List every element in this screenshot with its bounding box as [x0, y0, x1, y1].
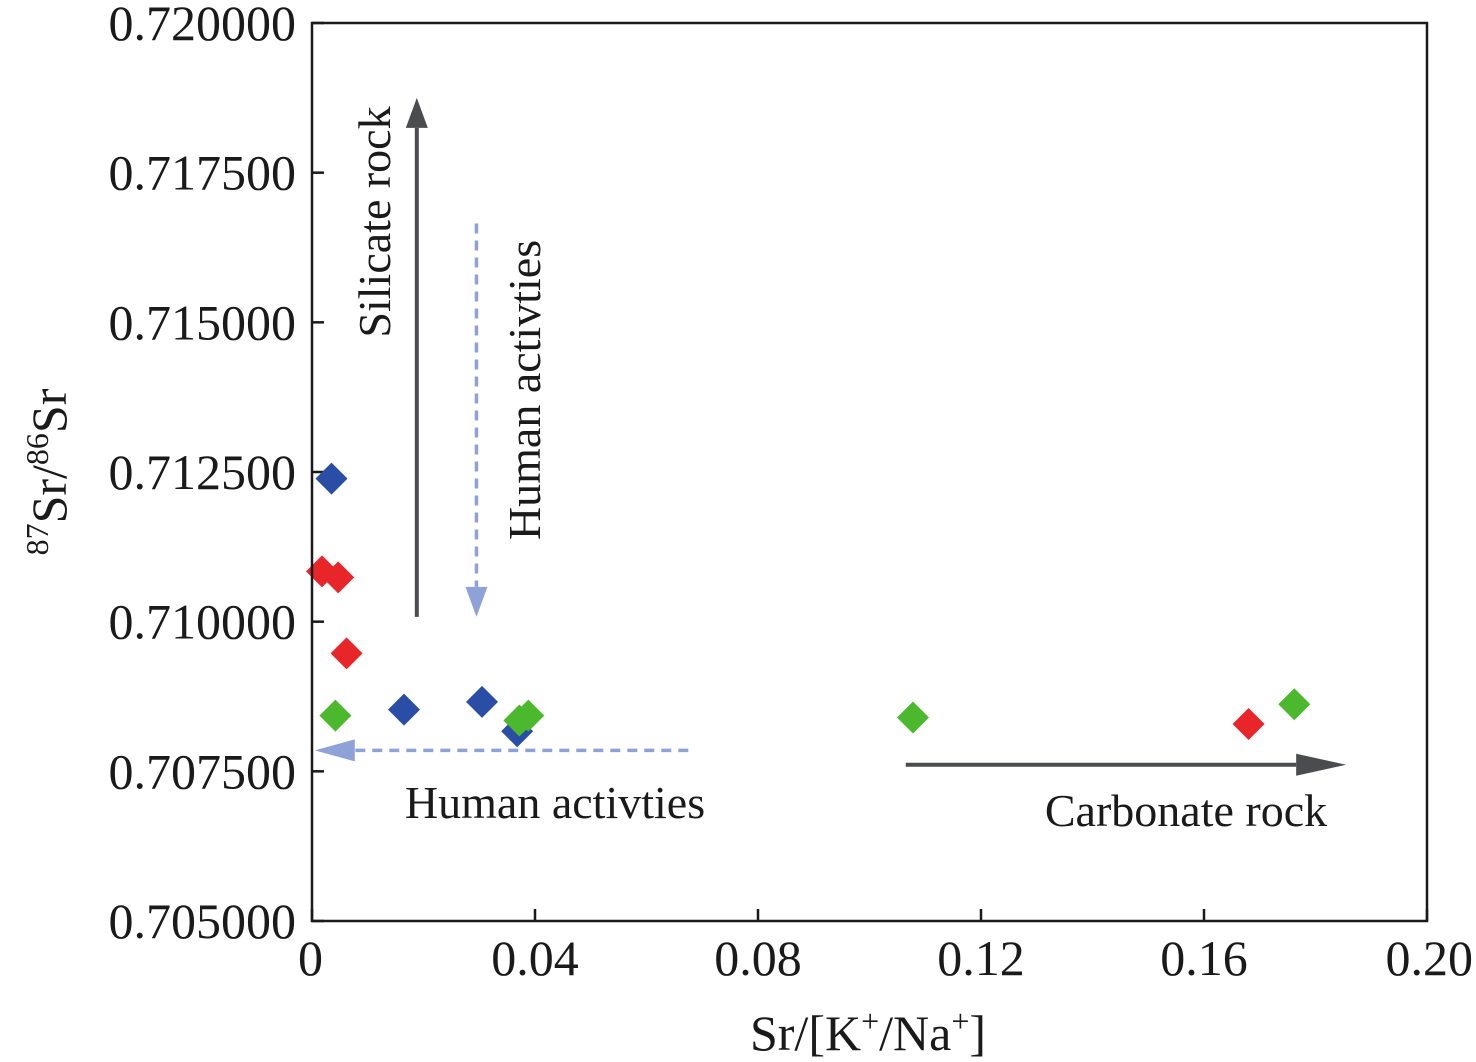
arrow-head — [405, 97, 428, 128]
y-axis-title: 87Sr/86Sr — [19, 388, 77, 555]
data-point-diamond — [896, 701, 929, 734]
arrow-head — [465, 586, 488, 617]
y-tick-label: 0.720000 — [109, 0, 297, 51]
annotations: Silicate rock Human activties Human activt… — [314, 97, 1347, 836]
y-axis-ticks: 0.705000 0.707500 0.710000 0.712500 0.715000… — [109, 0, 324, 949]
y-tick-label: 0.710000 — [109, 594, 297, 650]
annotation-label: Human activties — [405, 777, 705, 828]
arrow-head — [314, 739, 355, 762]
data-point-diamond — [330, 637, 363, 670]
x-tick-label: 0.12 — [937, 930, 1025, 986]
data-point-diamond — [315, 462, 348, 495]
x-tick-label: 0 — [298, 930, 323, 986]
y-tick-label: 0.717500 — [109, 145, 297, 201]
x-tick-label: 0.04 — [491, 930, 579, 986]
data-point-diamond — [322, 561, 355, 594]
x-axis-title: Sr/[K+/Na+] — [750, 1003, 986, 1061]
plot-frame — [310, 21, 1429, 923]
arrow-head — [1296, 753, 1347, 776]
y-tick-label: 0.707500 — [109, 743, 297, 799]
x-tick-label: 0.08 — [714, 930, 802, 986]
y-tick-label: 0.712500 — [109, 444, 297, 500]
y-tick-label: 0.705000 — [109, 893, 297, 949]
data-point-diamond — [1278, 688, 1311, 721]
annotation-label: Human activties — [499, 240, 550, 540]
data-point-diamond — [512, 699, 545, 732]
data-point-diamond — [1232, 708, 1265, 741]
data-point-diamond — [319, 699, 352, 732]
x-axis-ticks: 0 0.04 0.08 0.12 0.16 0.20 — [298, 909, 1473, 986]
data-points — [306, 462, 1311, 748]
x-tick-label: 0.20 — [1386, 930, 1474, 986]
y-tick-label: 0.715000 — [109, 294, 297, 350]
annotation-label: Carbonate rock — [1045, 785, 1327, 836]
x-tick-label: 0.16 — [1160, 930, 1248, 986]
annotation-label: Silicate rock — [349, 106, 400, 337]
data-point-diamond — [466, 685, 499, 718]
data-point-diamond — [387, 693, 420, 726]
